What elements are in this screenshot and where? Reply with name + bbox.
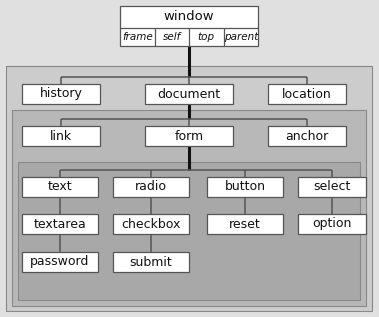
FancyBboxPatch shape: [298, 177, 366, 197]
FancyBboxPatch shape: [113, 214, 189, 234]
Bar: [18, 162, 360, 300]
FancyBboxPatch shape: [113, 177, 189, 197]
Text: submit: submit: [130, 256, 172, 268]
Text: location: location: [282, 87, 332, 100]
Text: textarea: textarea: [34, 217, 86, 230]
FancyBboxPatch shape: [298, 214, 366, 234]
Text: history: history: [39, 87, 83, 100]
FancyBboxPatch shape: [268, 126, 346, 146]
FancyBboxPatch shape: [22, 252, 98, 272]
FancyBboxPatch shape: [268, 84, 346, 104]
Text: window: window: [164, 10, 214, 23]
Text: select: select: [313, 180, 351, 193]
Text: link: link: [50, 130, 72, 143]
Text: anchor: anchor: [285, 130, 329, 143]
FancyBboxPatch shape: [22, 177, 98, 197]
FancyBboxPatch shape: [207, 214, 283, 234]
Bar: [6, 66, 372, 311]
Text: checkbox: checkbox: [121, 217, 181, 230]
Text: text: text: [48, 180, 72, 193]
Text: radio: radio: [135, 180, 167, 193]
Text: document: document: [157, 87, 221, 100]
FancyBboxPatch shape: [113, 252, 189, 272]
FancyBboxPatch shape: [22, 84, 100, 104]
FancyBboxPatch shape: [145, 84, 233, 104]
Text: option: option: [312, 217, 352, 230]
Text: top: top: [198, 32, 215, 42]
FancyBboxPatch shape: [207, 177, 283, 197]
Text: self: self: [163, 32, 181, 42]
Text: password: password: [30, 256, 90, 268]
Text: parent: parent: [224, 32, 258, 42]
FancyBboxPatch shape: [145, 126, 233, 146]
FancyBboxPatch shape: [22, 214, 98, 234]
Text: reset: reset: [229, 217, 261, 230]
Text: button: button: [224, 180, 266, 193]
FancyBboxPatch shape: [22, 126, 100, 146]
FancyBboxPatch shape: [120, 6, 258, 46]
Text: form: form: [174, 130, 204, 143]
Bar: [12, 110, 366, 306]
Text: frame: frame: [122, 32, 153, 42]
